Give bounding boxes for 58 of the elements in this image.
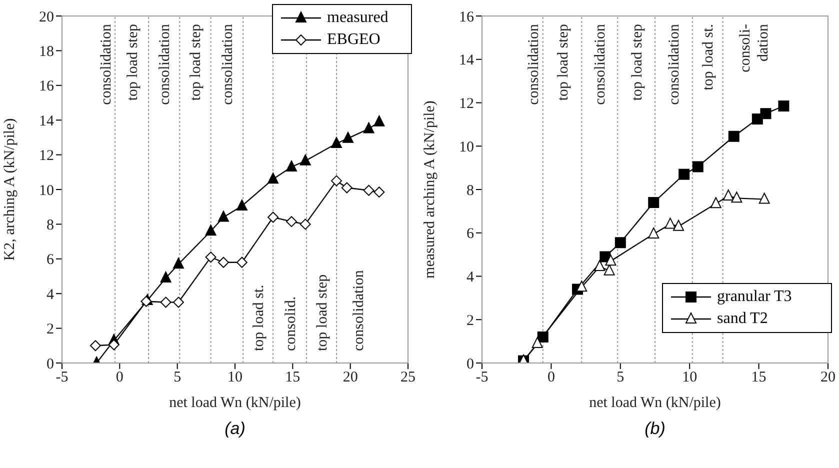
- x-tick-label: 0: [547, 370, 555, 386]
- x-tick-label: 15: [751, 370, 766, 386]
- y-tick-label: 6: [466, 226, 474, 242]
- y-tick-label: 4: [46, 286, 54, 303]
- annotation: top load st.: [251, 284, 268, 351]
- y-tick-label: 8: [466, 182, 474, 199]
- y-tick-label: 10: [459, 139, 474, 156]
- x-tick-label: 20: [342, 370, 358, 386]
- text: (b): [644, 419, 666, 439]
- y-tick-label: 0: [46, 356, 54, 372]
- x-axis-title: net load Wn (kN/pile): [169, 395, 301, 411]
- annotation: consolidation: [666, 24, 683, 105]
- y-tick-label: 12: [39, 148, 54, 164]
- legend-label: EBGEO: [327, 31, 380, 49]
- x-axis-title: net load Wn (kN/pile): [589, 395, 721, 411]
- y-tick-label: 6: [46, 252, 54, 268]
- y-tick-label: 20: [39, 9, 54, 26]
- annotation: consolidation: [157, 24, 174, 105]
- y-tick-label: 0: [466, 356, 474, 372]
- annotation: consolidation: [526, 24, 542, 105]
- y-axis-title: measured arching A (kN/pile): [422, 100, 438, 278]
- annotation: consolidation: [98, 24, 114, 105]
- x-tick-label: 15: [285, 370, 300, 386]
- legend-label: granular T3: [717, 288, 792, 306]
- x-tick-label: 10: [682, 370, 698, 386]
- annotation: top load step: [629, 24, 646, 101]
- x-tick-label: 20: [820, 370, 836, 386]
- text: (a): [224, 419, 246, 439]
- y-tick-label: 18: [39, 44, 54, 60]
- legend-label: sand T2: [717, 310, 768, 328]
- y-tick-label: 12: [459, 96, 474, 112]
- annotation: consolidation: [592, 24, 609, 105]
- y-tick-label: 14: [39, 113, 54, 130]
- y-tick-label: 4: [466, 270, 474, 286]
- x-tick-label: 5: [616, 370, 624, 386]
- x-tick-label: 25: [400, 370, 416, 386]
- y-tick-label: 8: [46, 218, 54, 234]
- y-tick-label: 2: [46, 322, 54, 338]
- y-axis-title: K2, arching A (kN/pile): [2, 118, 18, 261]
- annotation: consolidation: [350, 270, 367, 351]
- annotation: top load st.: [700, 24, 717, 90]
- x-tick-label: -5: [56, 370, 68, 386]
- x-tick-label: 10: [228, 370, 242, 386]
- x-tick-label: -5: [476, 370, 488, 386]
- y-tick-label: 14: [459, 52, 474, 69]
- annotation: top load step: [555, 24, 572, 101]
- y-tick-label: 2: [466, 312, 474, 329]
- y-tick-label: 16: [39, 78, 54, 95]
- annotation: consolid.: [282, 296, 299, 351]
- legend-label: measured: [327, 9, 388, 27]
- annotation: top load step: [314, 274, 330, 351]
- x-tick-label: 5: [174, 370, 182, 386]
- annotation: top load step: [188, 24, 204, 101]
- y-tick-label: 16: [459, 9, 474, 26]
- annotation: consolidation: [220, 24, 236, 105]
- y-tick-label: 10: [39, 182, 54, 199]
- annotation: top load step: [124, 24, 141, 101]
- x-tick-label: 0: [116, 370, 124, 386]
